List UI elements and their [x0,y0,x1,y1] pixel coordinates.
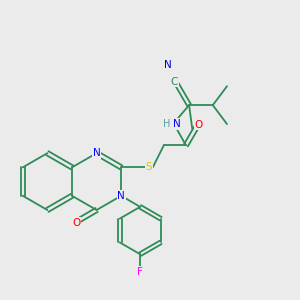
Text: N: N [93,148,101,158]
Text: C: C [171,77,178,87]
Text: H: H [163,119,171,129]
Text: O: O [73,218,81,228]
Text: F: F [137,267,143,277]
Text: O: O [194,120,203,130]
Text: N: N [172,119,180,129]
Text: N: N [117,191,125,201]
Text: N: N [164,60,172,70]
Text: S: S [146,162,152,172]
